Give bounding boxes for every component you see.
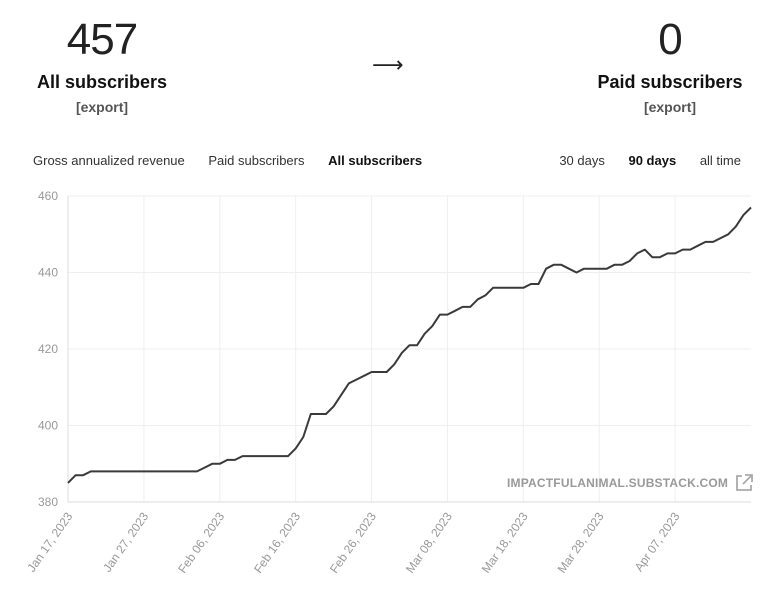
- all-subscribers-label: All subscribers: [36, 72, 168, 92]
- all-subscribers-count: 457: [66, 15, 138, 64]
- axis-lines: [67, 196, 751, 503]
- x-tick-label: Feb 16, 2023: [251, 509, 303, 575]
- y-tick-label: 420: [38, 342, 58, 356]
- substack-watermark[interactable]: IMPACTFULANIMAL.SUBSTACK.COM: [507, 473, 754, 493]
- x-tick-label: Mar 08, 2023: [403, 509, 455, 575]
- tab-paid-subscribers[interactable]: Paid subscribers: [208, 153, 305, 168]
- all-subscribers-stat: 457 All subscribers [export]: [22, 15, 182, 116]
- paid-subscribers-count: 0: [658, 15, 682, 64]
- all-subscribers-export-link[interactable]: [export]: [75, 99, 129, 115]
- tab-30-days[interactable]: 30 days: [559, 153, 605, 168]
- metric-tabs: Gross annualized revenue Paid subscriber…: [33, 153, 442, 168]
- y-tick-label: 400: [38, 419, 58, 433]
- x-tick-label: Feb 06, 2023: [175, 509, 227, 575]
- paid-subscribers-stat: 0 Paid subscribers [export]: [590, 15, 750, 116]
- tab-all-time[interactable]: all time: [699, 153, 741, 168]
- watermark-text: IMPACTFULANIMAL.SUBSTACK.COM: [507, 476, 729, 490]
- x-tick-label: Mar 18, 2023: [479, 509, 531, 575]
- y-tick-label: 380: [38, 495, 58, 509]
- x-tick-label: Mar 28, 2023: [555, 509, 607, 575]
- series-line: [67, 206, 752, 484]
- paid-subscribers-export-link[interactable]: [export]: [643, 99, 697, 115]
- external-link-icon: [736, 474, 754, 491]
- arrow-icon: ⟶: [372, 52, 404, 77]
- tab-all-subscribers[interactable]: All subscribers: [328, 153, 423, 168]
- y-axis-ticks: 380 400 420 440 460: [38, 189, 58, 509]
- x-tick-label: Jan 27, 2023: [100, 509, 151, 574]
- x-axis-ticks: Jan 17, 2023 Jan 27, 2023 Feb 06, 2023 Feb …: [24, 509, 683, 575]
- tab-90-days[interactable]: 90 days: [628, 153, 677, 168]
- chart-grid: [67, 195, 751, 503]
- y-tick-label: 460: [38, 189, 58, 203]
- x-tick-label: Feb 26, 2023: [327, 509, 379, 575]
- paid-subscribers-label: Paid subscribers: [597, 72, 743, 92]
- x-tick-label: Apr 07, 2023: [632, 509, 683, 574]
- range-tabs: 30 days 90 days all time: [539, 153, 741, 168]
- tab-gross-annualized-revenue[interactable]: Gross annualized revenue: [33, 153, 185, 168]
- x-tick-label: Jan 17, 2023: [24, 509, 75, 574]
- y-tick-label: 440: [38, 266, 58, 280]
- subscribers-line-chart: 380 400 420 440 460 Jan 17, 2023 Jan 27, 2023…: [24, 189, 752, 576]
